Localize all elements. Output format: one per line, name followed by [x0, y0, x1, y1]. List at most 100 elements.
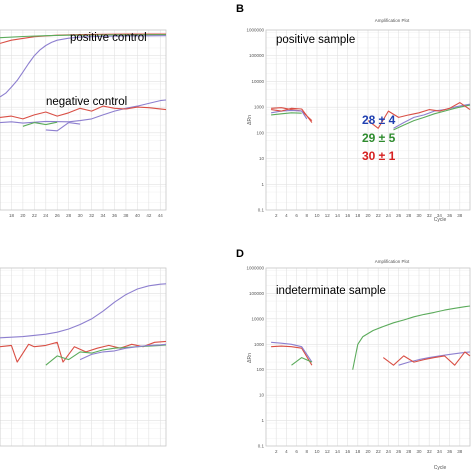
x-tick-label: 32 [427, 213, 433, 218]
series-line-blue [0, 99, 167, 124]
panel-b: 2 4 6 8 10 12 14 16 18 20 22 24 26 28 30 32 34 36 38100000… [236, 3, 471, 223]
panel-letter: B [236, 3, 244, 15]
x-tick-label: 8 [306, 449, 309, 454]
y-tick-label: 100 [256, 367, 264, 372]
x-axis-label: Cycle [434, 465, 447, 471]
series-line-blue [271, 341, 313, 363]
annotation-text: positive sample [276, 34, 355, 46]
x-tick-label: 2 [275, 213, 278, 218]
series-line-red [0, 105, 167, 120]
x-tick-label: 20 [365, 449, 371, 454]
x-tick-label: 28 [66, 213, 72, 218]
y-tick-label: 10 [259, 156, 265, 161]
gridlines [0, 29, 166, 211]
y-tick-label: 1 [261, 418, 264, 423]
x-tick-label: 26 [396, 449, 402, 454]
x-tick-label: 24 [386, 449, 392, 454]
x-tick-label: 40 [135, 213, 141, 218]
series-line-red [0, 340, 167, 363]
x-tick-label: 38 [457, 449, 463, 454]
x-tick-label: 36 [447, 213, 453, 218]
x-tick-label: 18 [9, 213, 15, 218]
y-tick-label: 1 [261, 182, 264, 187]
x-tick-label: 22 [376, 449, 382, 454]
y-tick-label: 10000 [251, 316, 264, 321]
x-tick-label: 38 [123, 213, 129, 218]
x-axis-label: Cycle [434, 217, 447, 223]
series-line-green [0, 34, 166, 39]
annotation-text: negative control [46, 96, 127, 108]
series-line-green [22, 121, 58, 127]
series-line-blue [0, 35, 167, 98]
x-tick-label: 2 [275, 449, 278, 454]
x-tick-label: 8 [306, 213, 309, 218]
y-axis-label: ΔRn [247, 115, 253, 125]
gridlines [265, 29, 471, 211]
x-tick-label: 20 [365, 213, 371, 218]
x-tick-label: 36 [112, 213, 118, 218]
y-tick-label: 0.1 [258, 208, 265, 213]
x-tick-label: 30 [78, 213, 84, 218]
series-line-green [45, 344, 167, 366]
series-line-blue [0, 283, 167, 339]
x-tick-label: 24 [386, 213, 392, 218]
y-tick-label: 1000 [254, 342, 265, 347]
y-tick-label: 1000000 [246, 266, 264, 271]
gridlines [0, 267, 166, 447]
series-line-blue [79, 343, 167, 361]
panel-c [0, 267, 167, 447]
x-tick-label: 4 [285, 449, 288, 454]
x-tick-label: 26 [55, 213, 61, 218]
series-line-blue [271, 109, 308, 120]
x-tick-label: 28 [406, 213, 412, 218]
x-tick-label: 18 [355, 213, 361, 218]
series-line-green [291, 357, 313, 366]
x-tick-label: 30 [416, 449, 422, 454]
x-tick-label: 22 [376, 213, 382, 218]
x-tick-label: 12 [325, 213, 331, 218]
x-tick-label: 10 [314, 449, 320, 454]
y-tick-label: 10000 [251, 79, 264, 84]
x-tick-label: 22 [32, 213, 38, 218]
x-tick-label: 32 [89, 213, 95, 218]
x-tick-label: 6 [295, 213, 298, 218]
series-line-green [393, 104, 471, 131]
y-axis-label: ΔRn [247, 353, 253, 363]
series-line-blue [393, 103, 471, 129]
x-tick-label: 14 [335, 213, 341, 218]
x-tick-label: 16 [345, 449, 351, 454]
series-line-red [271, 345, 313, 366]
plot-frame [265, 267, 471, 447]
annotation-text: indeterminate sample [276, 285, 386, 297]
plot-frame [265, 29, 471, 211]
plot-title: Amplification Plot [375, 259, 410, 264]
x-tick-label: 36 [447, 449, 453, 454]
x-tick-label: 32 [427, 449, 433, 454]
x-tick-label: 28 [406, 449, 412, 454]
y-tick-label: 0.1 [258, 444, 265, 449]
y-tick-label: 100000 [249, 291, 265, 296]
ct-value: 29 ± 5 [362, 131, 396, 145]
x-tick-label: 34 [437, 213, 443, 218]
gridlines [265, 267, 471, 447]
series-line-blue [45, 122, 81, 132]
series-line-red [382, 351, 471, 366]
ct-value: 30 ± 1 [362, 149, 396, 163]
panel-letter: D [236, 248, 244, 260]
x-tick-label: 30 [416, 213, 422, 218]
x-tick-label: 12 [325, 449, 331, 454]
y-tick-label: 1000 [254, 105, 265, 110]
x-tick-label: 44 [158, 213, 164, 218]
x-tick-label: 18 [355, 449, 361, 454]
x-tick-label: 14 [335, 449, 341, 454]
series-line-green [271, 112, 302, 116]
plot-frame [0, 29, 167, 211]
y-tick-label: 100 [256, 130, 264, 135]
series-line-green [352, 305, 471, 370]
series-line-red [271, 107, 313, 123]
y-tick-label: 1000000 [246, 28, 264, 33]
panel-a: 18 20 22 24 26 28 30 32 34 36 38 40 42 44 positive con… [0, 29, 167, 218]
y-tick-label: 10 [259, 393, 265, 398]
x-tick-label: 4 [285, 213, 288, 218]
